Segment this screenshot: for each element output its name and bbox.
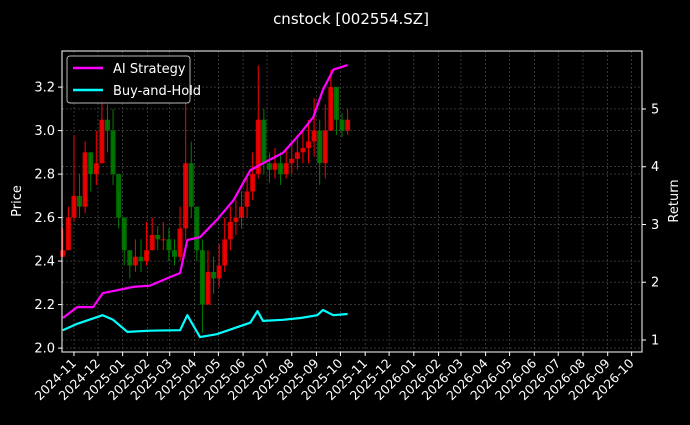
price-tick-label: 2.6 [34, 211, 55, 226]
candle-body [323, 131, 328, 164]
candle-body [60, 250, 65, 257]
candle-body [317, 131, 322, 164]
price-tick-label: 3.0 [34, 124, 55, 139]
return-tick-label: 4 [651, 160, 659, 175]
candle-body [211, 272, 216, 279]
candle-body [122, 218, 127, 251]
candle-body [66, 218, 71, 251]
candle-body [83, 152, 88, 206]
candle-body [233, 218, 238, 222]
candle-body [295, 152, 300, 159]
candle-body [222, 239, 227, 265]
candle-body [127, 250, 132, 265]
candle-body [77, 196, 82, 207]
return-tick-label: 3 [651, 218, 659, 233]
legend-label-buy-and-hold: Buy-and-Hold [113, 84, 201, 99]
candle-body [267, 163, 272, 170]
candle-body [312, 131, 317, 142]
candle-body [306, 141, 311, 148]
price-tick-label: 2.2 [34, 298, 55, 313]
price-axis-label: Price [10, 185, 25, 217]
candle-body [328, 87, 333, 130]
candle-body [250, 174, 255, 191]
candle-body [94, 163, 99, 174]
candle-body [340, 120, 345, 131]
return-lines [63, 65, 348, 337]
candle-body [99, 120, 104, 163]
candle-body [205, 272, 210, 305]
candle-body [183, 163, 188, 228]
candle-body [172, 250, 177, 257]
candle-body [71, 196, 76, 218]
candle-body [111, 131, 116, 174]
price-tick-label: 3.2 [34, 81, 55, 96]
candle-body [161, 239, 166, 240]
return-tick-label: 5 [651, 102, 659, 117]
price-tick-label: 2.4 [34, 255, 55, 270]
x-axis: 2024-112024-122025-012025-022025-032025-… [32, 352, 637, 403]
candle-body [133, 257, 138, 266]
return-axis: 1 2 3 4 5 [642, 102, 659, 348]
candle-body [155, 235, 160, 239]
candle-body [88, 152, 93, 174]
candle-body [217, 265, 222, 278]
price-tick-label: 2.8 [34, 168, 55, 183]
candle-body [278, 163, 283, 174]
return-tick-label: 1 [651, 333, 659, 348]
candle-body [150, 235, 155, 250]
candle-body [284, 163, 289, 174]
chart-title: cnstock [002554.SZ] [273, 10, 429, 28]
candle-body [239, 207, 244, 218]
candle-body [116, 174, 121, 217]
candle-body [334, 87, 339, 120]
candle-body [300, 148, 305, 152]
candle-body [245, 191, 250, 206]
legend: AI Strategy Buy-and-Hold [67, 56, 201, 103]
legend-label-ai-strategy: AI Strategy [113, 62, 186, 77]
candle-body [194, 207, 199, 250]
return-tick-label: 2 [651, 276, 659, 291]
return-axis-label: Return [667, 179, 682, 222]
candle-body [273, 163, 278, 170]
candle-body [138, 257, 143, 261]
series-line-buy-and-hold [63, 310, 348, 337]
price-axis: 2.0 2.2 2.4 2.6 2.8 3.0 3.2 [34, 81, 62, 357]
candle-body [345, 120, 350, 131]
candle-body [166, 239, 171, 250]
candle-body [261, 120, 266, 163]
candle-body [144, 250, 149, 261]
candle-body [189, 163, 194, 206]
candle-body [228, 222, 233, 239]
candle-body [178, 228, 183, 256]
candle-body [289, 159, 294, 163]
candle-body [105, 120, 110, 131]
price-tick-label: 2.0 [34, 342, 55, 357]
candle-body [200, 250, 205, 304]
